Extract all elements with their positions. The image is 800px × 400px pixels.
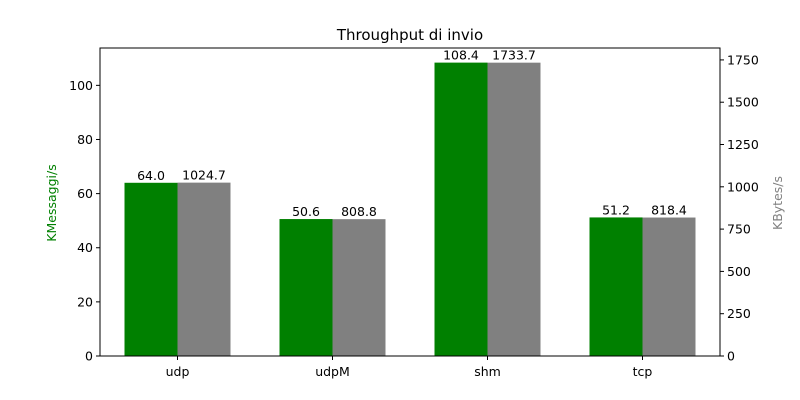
y-right-tick-label: 1750 xyxy=(727,52,759,67)
x-tick-label-udp: udp xyxy=(166,364,190,379)
plot-frame xyxy=(99,47,721,357)
bar-udpM-kbytes xyxy=(332,219,386,356)
bar-udp-kbytes xyxy=(177,182,231,356)
x-tick-label-tcp: tcp xyxy=(633,364,653,379)
y-left-tick-label: 60 xyxy=(77,186,93,201)
data-label-tcp-kmessaggi: 51.2 xyxy=(602,202,630,217)
data-label-udp-kmessaggi: 64.0 xyxy=(137,168,165,183)
data-label-udpM-kbytes: 808.8 xyxy=(341,204,377,219)
y-right-tick-label: 250 xyxy=(727,306,751,321)
bar-shm-kbytes xyxy=(487,62,541,357)
y-right-tick-label: 1500 xyxy=(727,95,759,110)
y-right-tick-label: 0 xyxy=(727,349,735,364)
data-label-tcp-kbytes: 818.4 xyxy=(651,203,687,218)
y-left-tick-label: 80 xyxy=(77,132,93,147)
y-right-axis-label: KBytes/s xyxy=(770,176,785,230)
bar-tcp-kbytes xyxy=(642,217,696,356)
y-right-tick-label: 500 xyxy=(727,264,751,279)
x-tick-label-shm: shm xyxy=(474,364,501,379)
bar-udp-kmessaggi xyxy=(124,182,178,356)
y-left-tick-label: 100 xyxy=(69,78,93,93)
chart-title: Throughput di invio xyxy=(336,26,483,44)
y-right-tick-label: 1000 xyxy=(727,179,759,194)
y-left-tick-label: 0 xyxy=(85,349,93,364)
x-tick-label-udpM: udpM xyxy=(315,364,350,379)
bar-shm-kmessaggi xyxy=(434,62,488,356)
bar-tcp-kmessaggi xyxy=(589,217,643,356)
data-label-udpM-kmessaggi: 50.6 xyxy=(292,204,320,219)
data-label-shm-kbytes: 1733.7 xyxy=(492,48,536,63)
data-label-shm-kmessaggi: 108.4 xyxy=(443,48,479,63)
y-left-tick-label: 40 xyxy=(77,240,93,255)
y-left-tick-label: 20 xyxy=(77,294,93,309)
data-label-udp-kbytes: 1024.7 xyxy=(182,168,226,183)
y-left-axis-label: KMessaggi/s xyxy=(44,164,59,241)
y-right-tick-label: 1250 xyxy=(727,137,759,152)
bar-udpM-kmessaggi xyxy=(279,219,333,356)
y-right-tick-label: 750 xyxy=(727,222,751,237)
